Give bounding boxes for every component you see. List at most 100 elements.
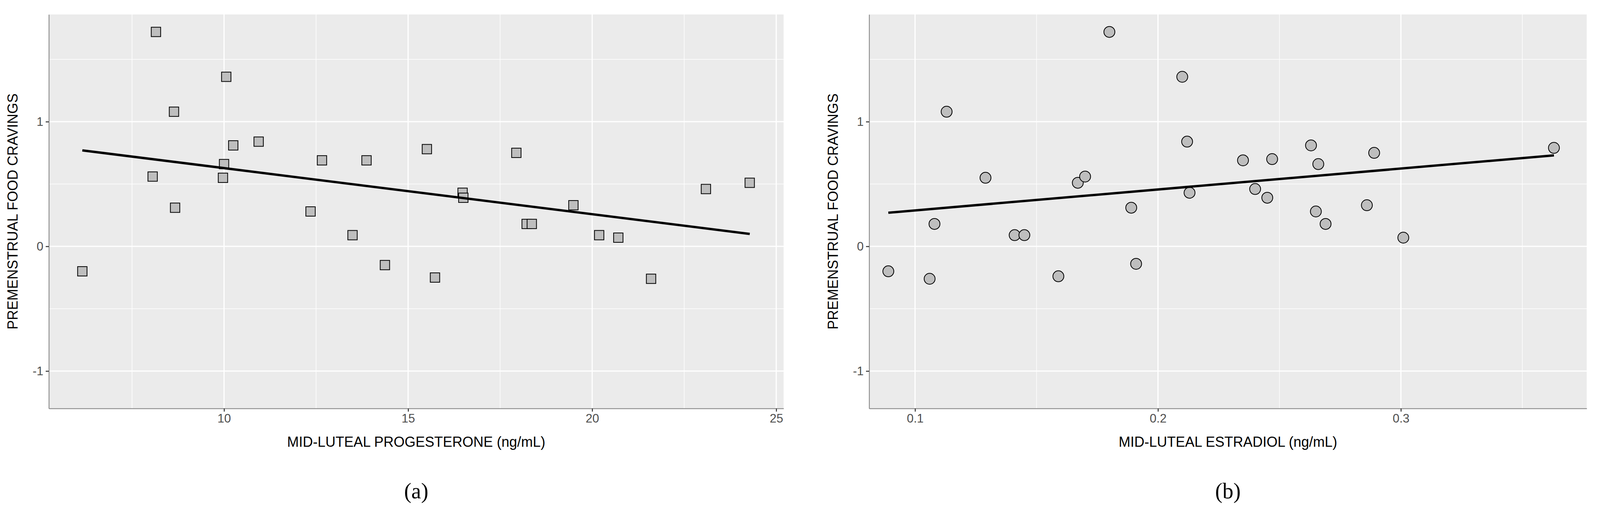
tick-label: -1 bbox=[32, 364, 44, 378]
tick-label: 20 bbox=[585, 411, 599, 425]
tick-mark bbox=[45, 121, 49, 123]
point bbox=[228, 140, 238, 150]
point bbox=[347, 230, 358, 240]
point bbox=[1261, 192, 1273, 204]
tick-mark bbox=[866, 246, 870, 248]
point bbox=[701, 184, 711, 194]
tick-mark bbox=[591, 408, 593, 412]
tick: 15 bbox=[401, 408, 415, 425]
minor-grid-line bbox=[1521, 14, 1523, 409]
point bbox=[1266, 153, 1278, 165]
tick-label: 0.2 bbox=[1149, 411, 1167, 425]
axis-line bbox=[48, 14, 50, 409]
point bbox=[317, 155, 327, 165]
point bbox=[221, 71, 231, 82]
point bbox=[1312, 158, 1324, 170]
tick-label: 1 bbox=[857, 114, 864, 129]
grid-line bbox=[48, 245, 784, 247]
minor-grid-line bbox=[1279, 14, 1281, 409]
minor-grid-line bbox=[131, 14, 133, 409]
panel: 0.10.20.3-101MID-LUTEAL ESTRADIOL (ng/mL… bbox=[825, 14, 1588, 504]
panel-label: (b) bbox=[1215, 478, 1241, 504]
point bbox=[77, 266, 88, 276]
tick-label: 0.3 bbox=[1392, 411, 1410, 425]
grid-line bbox=[775, 14, 777, 409]
trend-line bbox=[888, 155, 1554, 213]
point bbox=[151, 27, 161, 37]
minor-grid-line bbox=[48, 58, 784, 60]
axis-line bbox=[869, 408, 1588, 409]
point bbox=[169, 107, 179, 117]
point bbox=[1125, 201, 1137, 213]
point bbox=[568, 200, 579, 210]
point bbox=[1368, 147, 1380, 159]
point bbox=[1079, 171, 1091, 183]
point bbox=[305, 206, 316, 217]
point bbox=[928, 218, 940, 230]
point bbox=[980, 172, 992, 184]
plot-background bbox=[48, 14, 784, 409]
marks bbox=[77, 27, 755, 284]
point bbox=[1130, 258, 1142, 270]
grid-line bbox=[869, 245, 1587, 247]
point bbox=[1181, 135, 1193, 147]
minor-grid-line bbox=[869, 58, 1587, 60]
grid bbox=[48, 14, 784, 409]
x-axis: 0.10.20.3 bbox=[869, 408, 1588, 425]
minor-grid-line bbox=[48, 183, 784, 185]
tick: -1 bbox=[32, 364, 49, 378]
axis-line bbox=[869, 14, 870, 409]
tick: 25 bbox=[769, 408, 783, 425]
tick: 0.3 bbox=[1392, 408, 1410, 425]
point bbox=[646, 273, 656, 284]
tick-label: 1 bbox=[36, 114, 44, 129]
tick-label: 10 bbox=[217, 411, 231, 425]
tick-mark bbox=[775, 408, 777, 412]
y-axis-title: PREMENSTRUAL FOOD CRAVINGS bbox=[825, 93, 842, 330]
tick-mark bbox=[45, 246, 49, 248]
tick-mark bbox=[1157, 408, 1159, 412]
tick: 0 bbox=[36, 239, 49, 254]
minor-grid-line bbox=[683, 14, 685, 409]
grid bbox=[869, 14, 1587, 409]
point bbox=[422, 144, 432, 154]
grid-line bbox=[407, 14, 409, 409]
minor-grid-line bbox=[48, 308, 784, 309]
point bbox=[170, 202, 180, 213]
point bbox=[1310, 205, 1322, 217]
minor-grid-line bbox=[500, 14, 501, 409]
plot-background bbox=[869, 14, 1587, 409]
point bbox=[744, 178, 755, 188]
tick-mark bbox=[866, 370, 870, 372]
tick: 1 bbox=[857, 114, 870, 129]
point bbox=[1397, 232, 1409, 243]
y-axis: -1 0 1 bbox=[32, 14, 49, 409]
tick: 1 bbox=[36, 114, 49, 129]
marks bbox=[882, 26, 1560, 285]
point bbox=[613, 232, 624, 243]
grid-line bbox=[869, 121, 1587, 123]
point bbox=[526, 219, 537, 229]
x-axis-title: MID-LUTEAL PROGESTERONE (ng/mL) bbox=[287, 433, 546, 450]
panel: 10 15 20 25 -1 0 1 MID-LUTEAL PROGESTERONE (ng/… bbox=[4, 14, 784, 504]
tick-mark bbox=[1400, 408, 1402, 412]
point bbox=[361, 155, 372, 165]
tick: 20 bbox=[585, 408, 599, 425]
tick-label: -1 bbox=[852, 364, 864, 378]
minor-grid-line bbox=[869, 308, 1587, 309]
minor-grid-line bbox=[315, 14, 317, 409]
tick-mark bbox=[407, 408, 409, 412]
point bbox=[380, 260, 390, 270]
point bbox=[1319, 218, 1331, 230]
tick-mark bbox=[45, 370, 49, 372]
axis-line bbox=[49, 408, 784, 409]
tick-label: 15 bbox=[401, 411, 415, 425]
panel-label: (a) bbox=[403, 478, 429, 504]
point bbox=[1249, 183, 1261, 195]
point bbox=[148, 171, 158, 182]
point bbox=[924, 273, 936, 284]
grid-line bbox=[1157, 14, 1159, 409]
y-axis-title: PREMENSTRUAL FOOD CRAVINGS bbox=[4, 93, 21, 330]
tick: 10 bbox=[217, 408, 231, 425]
grid-line bbox=[869, 370, 1587, 372]
